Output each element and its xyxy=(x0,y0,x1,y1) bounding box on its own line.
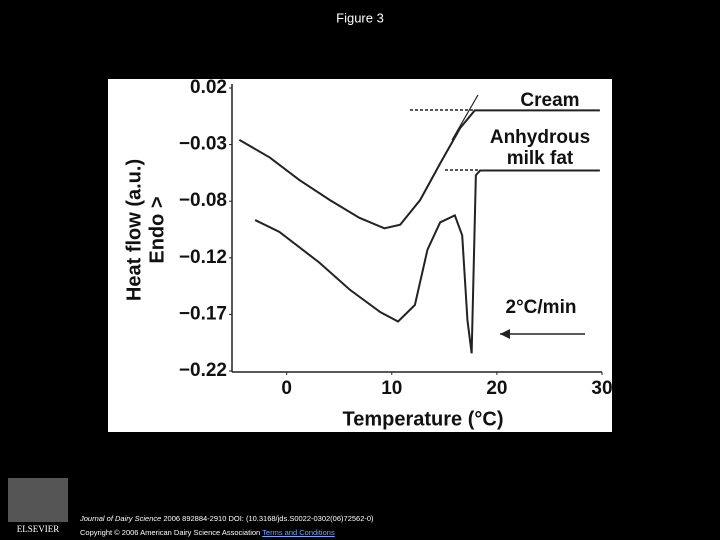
y-tick-label: −0.03 xyxy=(179,134,227,155)
y-tick-label: −0.17 xyxy=(179,303,227,324)
citation-line: Journal of Dairy Science 2006 892884-291… xyxy=(80,514,374,523)
x-axis-label: Temperature (°C) xyxy=(343,408,504,430)
y-axis-sublabel: Endo > xyxy=(146,196,168,263)
series-line xyxy=(254,169,600,354)
y-tick-label: 0.02 xyxy=(190,77,227,98)
series-line xyxy=(238,109,600,230)
terms-link[interactable]: Terms and Conditions xyxy=(262,528,335,537)
arrow-head xyxy=(500,329,510,339)
citation: 2006 892884-2910 DOI: (10.3168/jds.S0022… xyxy=(163,514,374,523)
onset-tangent xyxy=(451,94,479,141)
publisher-logo xyxy=(8,478,68,522)
x-tick-label: 10 xyxy=(381,378,402,399)
copyright-line: Copyright © 2006 American Dairy Science … xyxy=(80,528,335,537)
x-tick-label: 20 xyxy=(486,378,507,399)
chart-background xyxy=(108,79,612,432)
rate-annotation: 2°C/min xyxy=(506,297,577,318)
x-tick-label: 30 xyxy=(591,378,612,399)
figure-title: Figure 3 xyxy=(336,10,384,25)
series-label: Cream xyxy=(520,90,580,111)
y-tick-label: −0.22 xyxy=(179,360,227,381)
y-tick-label: −0.12 xyxy=(179,247,227,268)
journal-name: Journal of Dairy Science xyxy=(80,514,162,523)
y-tick-label: −0.08 xyxy=(179,190,227,211)
copyright: Copyright © 2006 American Dairy Science … xyxy=(80,528,261,537)
publisher-name: ELSEVIER xyxy=(17,524,60,534)
series-label: Anhydrous milk fat xyxy=(489,127,591,169)
y-axis-label: Heat flow (a.u.) xyxy=(123,159,145,301)
x-tick-label: 0 xyxy=(281,378,292,399)
